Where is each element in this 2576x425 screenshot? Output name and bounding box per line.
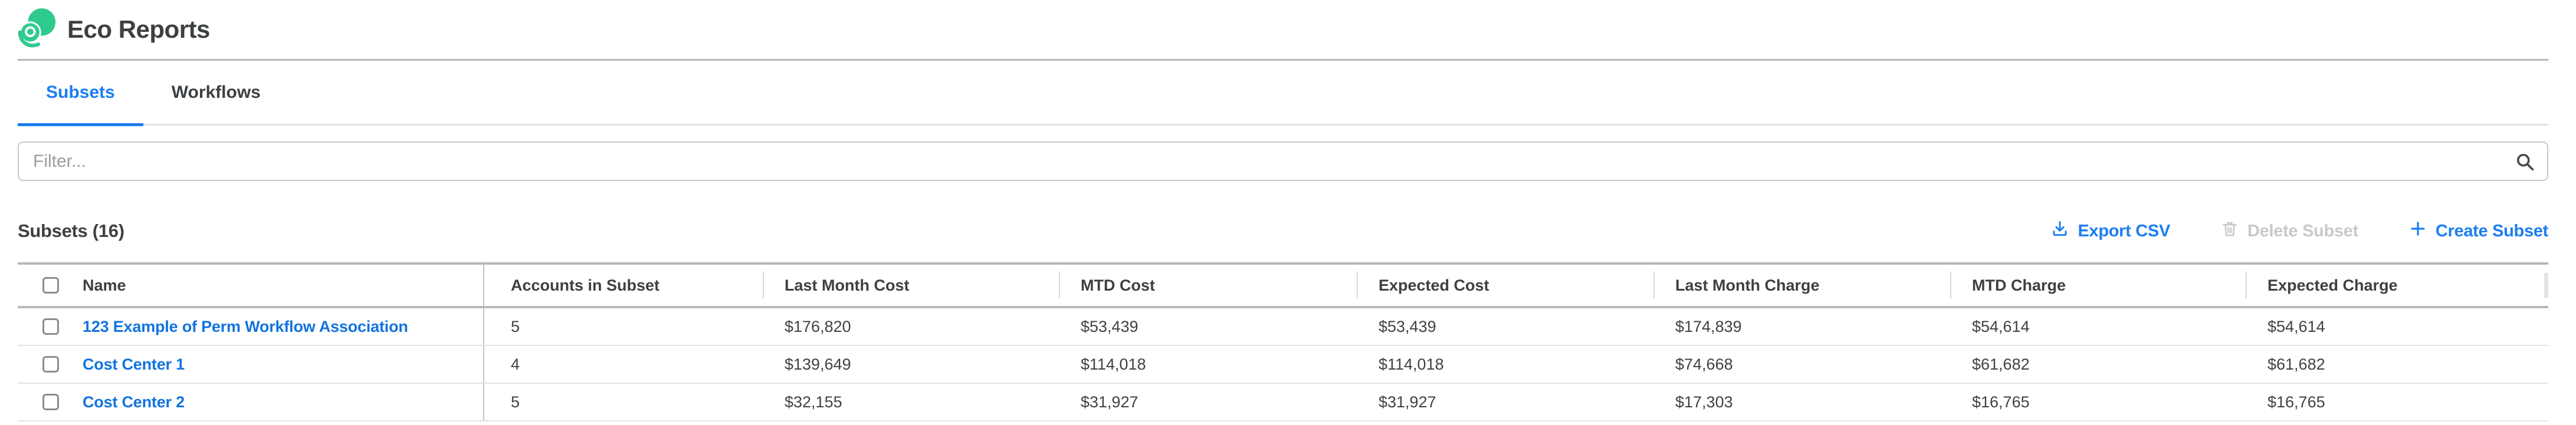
cell-value: $32,155: [785, 393, 842, 411]
create-subset-label: Create Subset: [2435, 221, 2548, 240]
cell-mtd-cost: $31,927: [1059, 384, 1357, 420]
cell-expected-cost: $114,018: [1357, 346, 1654, 383]
cell-mtd-cost: $114,018: [1059, 346, 1357, 383]
cell-accounts-in-subset: 5: [484, 308, 763, 345]
filter-bar: [18, 141, 2548, 181]
header-mtd-charge: MTD Charge: [1951, 265, 2246, 306]
cell-last-month-charge: $174,839: [1654, 308, 1951, 345]
tab-subsets-label: Subsets: [46, 82, 115, 102]
cell-value: 5: [511, 393, 520, 411]
cell-value: 4: [511, 355, 520, 373]
header-expected-charge: Expected Charge: [2246, 265, 2548, 306]
row-checkbox[interactable]: [42, 394, 59, 410]
header-last-month-cost-label: Last Month Cost: [785, 276, 910, 294]
tab-workflows-label: Workflows: [171, 82, 261, 102]
search-icon[interactable]: [2514, 151, 2535, 172]
cell-value: $61,682: [1972, 355, 2030, 373]
cell-value: $31,927: [1379, 393, 1436, 411]
header-mtd-cost-label: MTD Cost: [1081, 276, 1155, 294]
toolbar: Export CSV Delete Subset Create Subset: [2000, 219, 2548, 243]
row-name-cell: 123 Example of Perm Workflow Association: [18, 308, 484, 345]
select-all-checkbox[interactable]: [42, 277, 59, 294]
tab-subsets[interactable]: Subsets: [18, 61, 143, 126]
cell-value: $53,439: [1081, 317, 1138, 335]
cell-value: $74,668: [1675, 355, 1733, 373]
app-header: Eco Reports: [18, 0, 2548, 61]
cell-value: 5: [511, 317, 520, 335]
cell-value: $54,614: [1972, 317, 2030, 335]
cell-value: $54,614: [2267, 317, 2325, 335]
header-mtd-cost: MTD Cost: [1059, 265, 1357, 306]
cell-value: $16,765: [1972, 393, 2030, 411]
cell-value: $53,439: [1379, 317, 1436, 335]
cell-expected-cost: $31,927: [1357, 384, 1654, 420]
cell-value: $114,018: [1081, 355, 1146, 373]
cell-expected-charge: $16,765: [2246, 384, 2548, 420]
header-mtd-charge-label: MTD Charge: [1972, 276, 2066, 294]
table-row: Cost Center 2 5 $32,155 $31,927 $31,927 …: [18, 384, 2548, 421]
cell-mtd-cost: $53,439: [1059, 308, 1357, 345]
cell-value: $17,303: [1675, 393, 1733, 411]
tab-bar: Subsets Workflows: [18, 61, 2548, 126]
cell-value: $31,927: [1081, 393, 1138, 411]
header-last-month-charge: Last Month Charge: [1654, 265, 1951, 306]
header-expected-charge-label: Expected Charge: [2267, 276, 2398, 294]
cell-mtd-charge: $16,765: [1951, 384, 2246, 420]
export-csv-label: Export CSV: [2078, 221, 2170, 240]
cell-value: $174,839: [1675, 317, 1742, 335]
cell-accounts-in-subset: 5: [484, 384, 763, 420]
plus-icon: [2408, 219, 2427, 243]
cell-value: $176,820: [785, 317, 851, 335]
subset-link[interactable]: 123 Example of Perm Workflow Association: [83, 317, 408, 335]
cell-last-month-charge: $17,303: [1654, 384, 1951, 420]
header-name: Name: [18, 265, 484, 306]
cell-expected-charge: $54,614: [2246, 308, 2548, 345]
subsets-table: Name Accounts in Subset Last Month Cost …: [18, 262, 2548, 421]
cell-last-month-cost: $32,155: [763, 384, 1059, 420]
cell-mtd-charge: $54,614: [1951, 308, 2246, 345]
cell-value: $139,649: [785, 355, 851, 373]
cell-expected-charge: $61,682: [2246, 346, 2548, 383]
create-subset-button[interactable]: Create Subset: [2408, 219, 2548, 243]
table-row: 123 Example of Perm Workflow Association…: [18, 308, 2548, 346]
header-accounts-in-subset: Accounts in Subset: [484, 265, 763, 306]
cell-last-month-cost: $176,820: [763, 308, 1059, 345]
header-accounts-label: Accounts in Subset: [511, 276, 660, 294]
cell-accounts-in-subset: 4: [484, 346, 763, 383]
subset-link[interactable]: Cost Center 1: [83, 355, 185, 373]
delete-subset-label: Delete Subset: [2247, 221, 2358, 240]
header-last-month-charge-label: Last Month Charge: [1675, 276, 1820, 294]
delete-subset-button[interactable]: Delete Subset: [2220, 219, 2358, 243]
export-csv-button[interactable]: Export CSV: [2050, 219, 2170, 243]
trash-icon: [2220, 219, 2239, 243]
section-header: Subsets (16) Export CSV Delete Subset: [18, 216, 2548, 246]
cell-value: $16,765: [2267, 393, 2325, 411]
page: Eco Reports Subsets Workflows Subsets (1…: [18, 0, 2548, 421]
header-expected-cost: Expected Cost: [1357, 265, 1654, 306]
tab-workflows[interactable]: Workflows: [143, 61, 289, 124]
header-expected-cost-label: Expected Cost: [1379, 276, 1489, 294]
row-name-cell: Cost Center 1: [18, 346, 484, 383]
cell-last-month-charge: $74,668: [1654, 346, 1951, 383]
row-checkbox[interactable]: [42, 318, 59, 335]
row-name-cell: Cost Center 2: [18, 384, 484, 420]
row-checkbox[interactable]: [42, 356, 59, 373]
filter-input[interactable]: [18, 141, 2548, 181]
download-icon: [2050, 219, 2069, 243]
cell-mtd-charge: $61,682: [1951, 346, 2246, 383]
cell-last-month-cost: $139,649: [763, 346, 1059, 383]
cell-expected-cost: $53,439: [1357, 308, 1654, 345]
subset-link[interactable]: Cost Center 2: [83, 393, 185, 411]
table-row: Cost Center 1 4 $139,649 $114,018 $114,0…: [18, 346, 2548, 384]
eco-reports-logo-icon: [18, 8, 57, 51]
section-title: Subsets (16): [18, 220, 124, 241]
cell-value: $61,682: [2267, 355, 2325, 373]
header-last-month-cost: Last Month Cost: [763, 265, 1059, 306]
page-title: Eco Reports: [67, 15, 210, 43]
table-header-row: Name Accounts in Subset Last Month Cost …: [18, 262, 2548, 308]
cell-value: $114,018: [1379, 355, 1444, 373]
header-name-label: Name: [83, 276, 126, 294]
